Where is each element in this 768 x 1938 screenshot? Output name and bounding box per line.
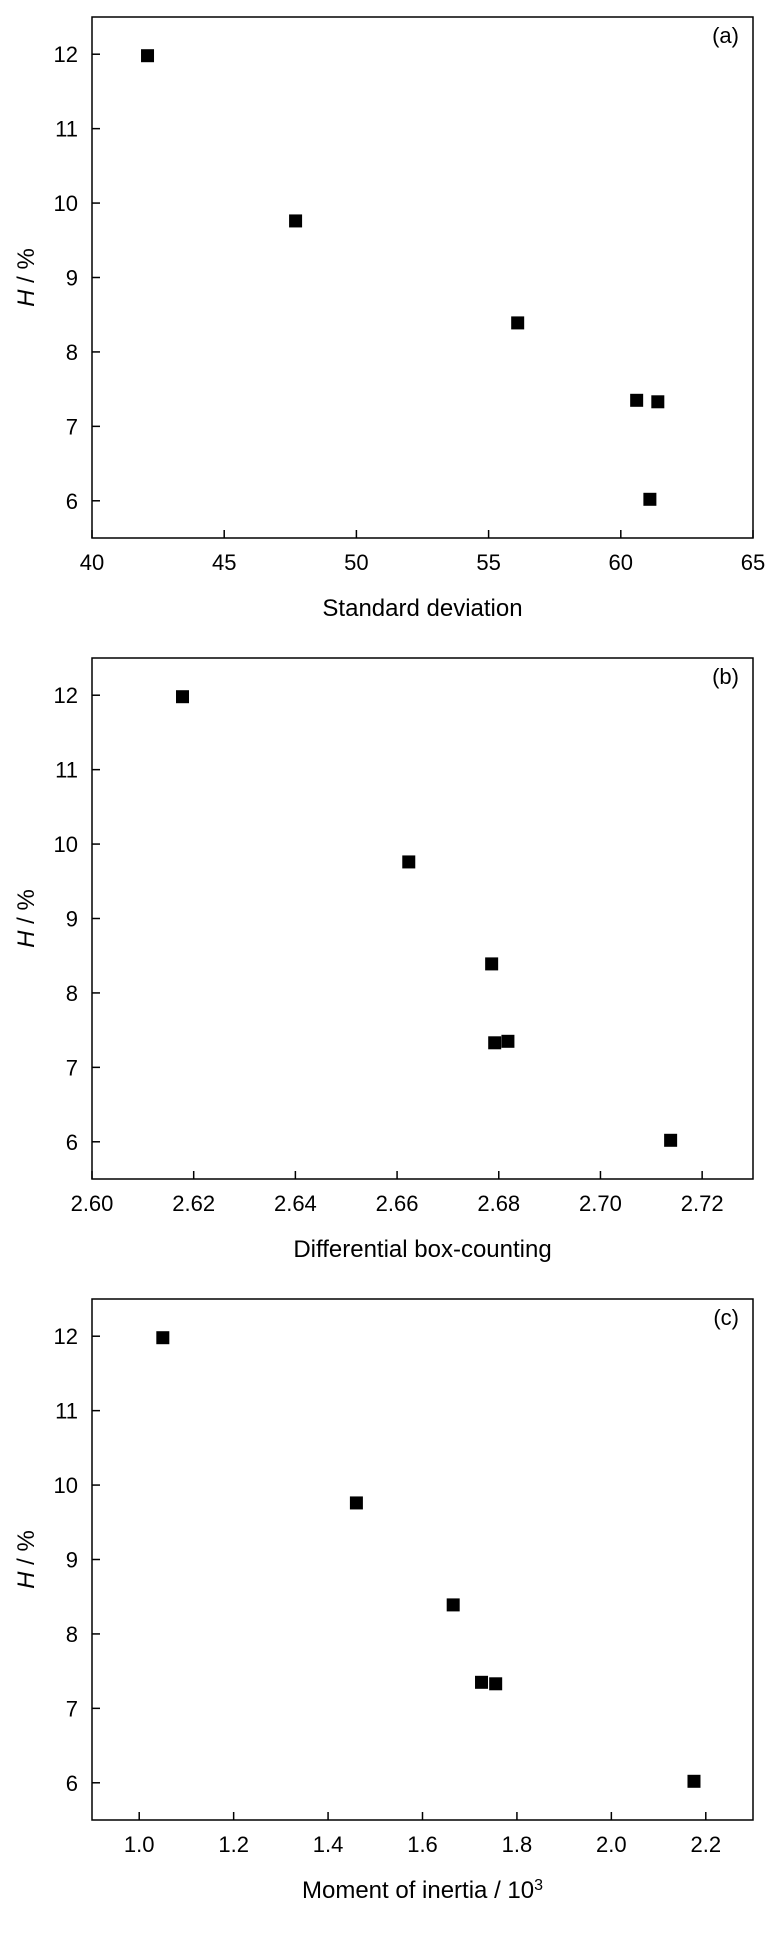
panel-b-x-tick-label: 2.60 xyxy=(71,1191,114,1216)
panel-b-y-axis-label-unit: / % xyxy=(13,889,40,930)
panel-c-y-axis-label-symbol: H xyxy=(13,1571,40,1589)
panel-a-x-tick-label: 40 xyxy=(80,550,104,575)
panel-b-data-point xyxy=(485,957,499,971)
panel-c-y-axis-label: H / % xyxy=(13,1530,40,1589)
panel-c-data-point xyxy=(156,1331,170,1345)
panel-a-y-tick-label: 10 xyxy=(54,191,78,216)
panel-c-y-tick-label: 8 xyxy=(66,1622,78,1647)
panel-b-x-axis-label: Differential box-counting xyxy=(293,1236,551,1263)
panel-a-x-tick-label: 45 xyxy=(212,550,236,575)
panel-b-y-tick-label: 7 xyxy=(66,1055,78,1080)
panel-c-x-axis-label-text: Moment of inertia / 10 xyxy=(302,1877,534,1904)
panel-a-x-axis-label: Standard deviation xyxy=(322,595,522,622)
panel-c-label: (c) xyxy=(713,1305,739,1330)
panel-b-y-tick-label: 9 xyxy=(66,907,78,932)
panel-c-data-point xyxy=(687,1774,701,1788)
panel-b-x-tick-label: 2.70 xyxy=(579,1191,622,1216)
panel-c-x-tick-label: 1.0 xyxy=(124,1832,155,1857)
panel-c-x-tick-label: 1.8 xyxy=(502,1832,533,1857)
panel-a-data-point xyxy=(630,393,644,407)
panel-b-data-point xyxy=(176,690,190,704)
panel-b-data-point xyxy=(402,855,416,869)
panel-b-x-tick-label: 2.72 xyxy=(681,1191,724,1216)
panel-a-data-point xyxy=(651,395,665,409)
panel-b-data-point xyxy=(488,1036,502,1050)
panel-c-x-tick-label: 1.6 xyxy=(407,1832,438,1857)
panel-c-data-point xyxy=(349,1496,363,1510)
panel-c-data-point xyxy=(446,1598,460,1612)
panel-a-x-tick-label: 55 xyxy=(476,550,500,575)
panel-b-plot-frame xyxy=(91,657,754,1180)
panel-a-x-tick-label: 50 xyxy=(344,550,368,575)
panel-a-y-tick-label: 12 xyxy=(54,42,78,67)
panel-b-x-tick-label: 2.64 xyxy=(274,1191,317,1216)
panel-c-plot-frame xyxy=(91,1298,754,1821)
panel-c-data-point xyxy=(475,1675,489,1689)
panel-a-y-tick-label: 9 xyxy=(66,266,78,291)
panel-a-y-axis-label-unit: / % xyxy=(13,248,40,289)
panel-c-y-axis-label-unit: / % xyxy=(13,1530,40,1571)
panel-c-y-tick-label: 10 xyxy=(54,1473,78,1498)
panel-c-x-axis-label-superscript: 3 xyxy=(534,1877,543,1894)
panel-a-y-tick-label: 8 xyxy=(66,340,78,365)
panel-b-y-tick-label: 8 xyxy=(66,981,78,1006)
panel-b-label: (b) xyxy=(712,664,739,689)
panel-a-data-point xyxy=(511,316,525,330)
panel-b-y-axis-label: H / % xyxy=(13,889,40,948)
panel-c-y-tick-label: 12 xyxy=(54,1324,78,1349)
panel-c-x-tick-label: 1.2 xyxy=(218,1832,249,1857)
panel-c-x-axis-label: Moment of inertia / 103 xyxy=(302,1877,543,1905)
panel-b-y-tick-label: 11 xyxy=(55,758,78,783)
panel-b-x-tick-label: 2.66 xyxy=(376,1191,419,1216)
panel-a-data-point xyxy=(643,492,657,506)
panel-b-x-tick-label: 2.62 xyxy=(172,1191,215,1216)
panel-b-y-tick-label: 6 xyxy=(66,1130,78,1155)
panel-c-x-tick-label: 2.0 xyxy=(596,1832,627,1857)
panel-a-y-tick-label: 6 xyxy=(66,489,78,514)
panel-b-y-tick-label: 12 xyxy=(54,683,78,708)
panel-a-y-axis-label-symbol: H xyxy=(13,289,40,307)
panel-a-x-axis-label-text: Standard deviation xyxy=(322,595,522,622)
panel-c-y-tick-label: 11 xyxy=(55,1399,78,1424)
panel-a-y-axis-label: H / % xyxy=(13,248,40,307)
panel-c-y-tick-label: 6 xyxy=(66,1771,78,1796)
panel-c-x-tick-label: 2.2 xyxy=(690,1832,721,1857)
panel-a-label: (a) xyxy=(712,23,739,48)
panel-a-y-tick-label: 7 xyxy=(66,414,78,439)
panel-b-data-point xyxy=(501,1034,515,1048)
panel-b-data-point xyxy=(664,1133,678,1147)
panel-a-x-tick-label: 65 xyxy=(741,550,765,575)
panel-a-x-tick-label: 60 xyxy=(609,550,633,575)
panel-c-x-tick-label: 1.4 xyxy=(313,1832,344,1857)
panel-b-y-tick-label: 10 xyxy=(54,832,78,857)
panel-a-data-point xyxy=(141,49,155,63)
panel-a-plot-frame xyxy=(91,16,754,539)
panel-b-y-axis-label-symbol: H xyxy=(13,930,40,948)
panel-c-y-tick-label: 9 xyxy=(66,1548,78,1573)
panel-b-x-axis-label-text: Differential box-counting xyxy=(293,1236,551,1263)
panel-c-data-point xyxy=(489,1677,503,1691)
panel-b-x-tick-label: 2.68 xyxy=(477,1191,520,1216)
panel-a-y-tick-label: 11 xyxy=(55,117,78,142)
panel-a-data-point xyxy=(289,214,303,228)
panel-c-y-tick-label: 7 xyxy=(66,1696,78,1721)
